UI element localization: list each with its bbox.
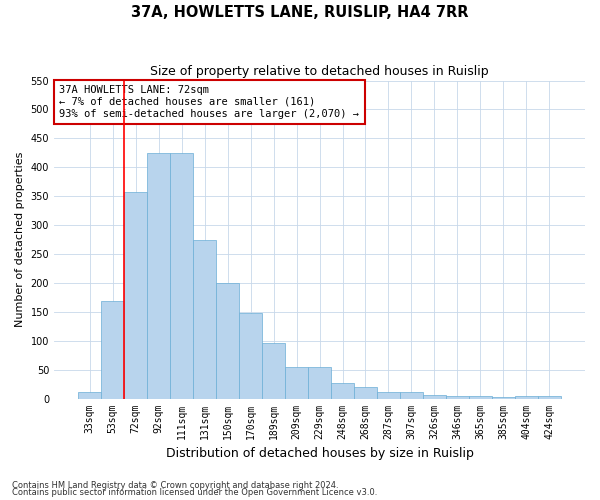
Bar [331,383,354,398]
Bar [446,396,469,398]
Bar [538,396,561,398]
Bar [469,396,492,398]
Bar [170,153,193,398]
Bar [239,313,262,398]
Bar [124,192,147,398]
Bar [400,392,423,398]
Bar [78,392,101,398]
X-axis label: Distribution of detached houses by size in Ruislip: Distribution of detached houses by size … [166,447,473,460]
Bar [285,367,308,398]
Bar [377,392,400,398]
Text: 37A HOWLETTS LANE: 72sqm
← 7% of detached houses are smaller (161)
93% of semi-d: 37A HOWLETTS LANE: 72sqm ← 7% of detache… [59,86,359,118]
Text: Contains public sector information licensed under the Open Government Licence v3: Contains public sector information licen… [12,488,377,497]
Bar [147,153,170,398]
Bar [262,343,285,398]
Bar [354,387,377,398]
Bar [423,394,446,398]
Text: Contains HM Land Registry data © Crown copyright and database right 2024.: Contains HM Land Registry data © Crown c… [12,480,338,490]
Bar [216,283,239,399]
Bar [515,396,538,398]
Bar [193,240,216,398]
Bar [308,367,331,398]
Y-axis label: Number of detached properties: Number of detached properties [15,152,25,327]
Bar [101,302,124,398]
Text: 37A, HOWLETTS LANE, RUISLIP, HA4 7RR: 37A, HOWLETTS LANE, RUISLIP, HA4 7RR [131,5,469,20]
Title: Size of property relative to detached houses in Ruislip: Size of property relative to detached ho… [150,65,489,78]
